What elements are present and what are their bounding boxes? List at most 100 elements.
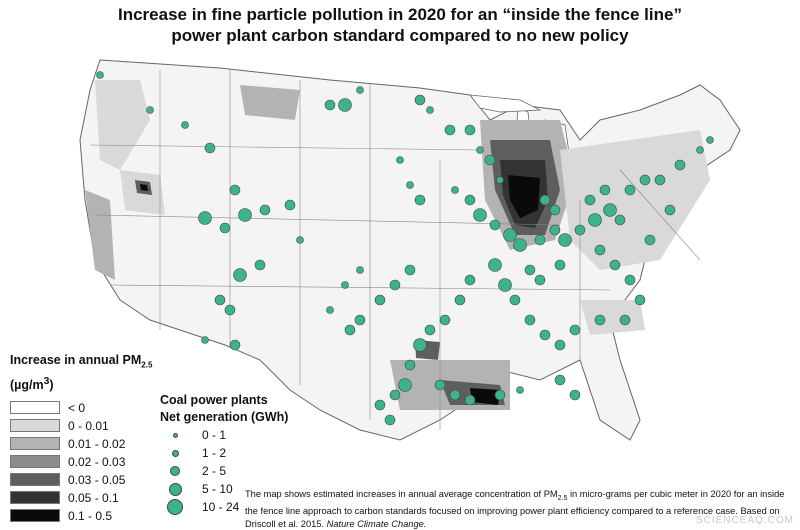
coal-plant-marker — [554, 259, 566, 271]
coal-plant-marker — [424, 324, 436, 336]
pm25-legend-label: 0.1 - 0.5 — [68, 508, 113, 523]
pm25-legend-label: 0.01 - 0.02 — [68, 436, 126, 451]
coal-legend-dot — [172, 432, 178, 438]
coal-plant-marker — [96, 71, 104, 79]
coal-plant-marker — [201, 336, 209, 344]
coal-legend-label: 0 - 1 — [202, 428, 227, 442]
coal-legend-label: 1 - 2 — [202, 446, 227, 460]
coal-legend-label: 5 - 10 — [202, 482, 233, 496]
coal-plant-marker — [344, 324, 356, 336]
coal-plant-marker — [624, 274, 636, 286]
title-line-2: power plant carbon standard compared to … — [171, 26, 629, 45]
coal-plant-marker — [516, 386, 524, 394]
pm25-legend-label: 0.05 - 0.1 — [68, 490, 119, 505]
coal-plant-marker — [539, 329, 551, 341]
coal-plant-marker — [449, 389, 461, 401]
watermark: SCIENCEAQ.COM — [695, 515, 794, 526]
coal-plant-marker — [296, 236, 304, 244]
coal-plant-marker — [146, 106, 154, 114]
coal-plant-marker — [198, 211, 212, 225]
map-caption: The map shows estimated increases in ann… — [245, 489, 785, 529]
coal-plant-marker — [639, 174, 651, 186]
coal-plant-marker — [473, 208, 487, 222]
coal-plant-marker — [338, 98, 352, 112]
coal-plant-marker — [539, 194, 551, 206]
coal-plant-marker — [374, 399, 386, 411]
coal-plant-marker — [326, 306, 334, 314]
lake-superior — [469, 94, 542, 113]
coal-plant-marker — [594, 244, 606, 256]
coal-plant-marker — [259, 204, 271, 216]
pm25-swatch — [10, 401, 60, 415]
coal-plant-marker — [584, 194, 596, 206]
coal-plant-marker — [406, 181, 414, 189]
coal-legend-classes: 0 - 1 1 - 2 2 - 5 5 - 10 10 - 24 — [160, 426, 288, 516]
coal-plant-marker — [554, 339, 566, 351]
pm25-legend-item: 0.1 - 0.5 — [10, 507, 152, 525]
coal-plant-marker — [389, 279, 401, 291]
coal-legend-dot — [168, 482, 182, 496]
coal-legend-item: 10 - 24 — [160, 498, 288, 516]
coal-plant-marker — [674, 159, 686, 171]
coal-plant-marker — [204, 142, 216, 154]
coal-plant-marker — [496, 176, 504, 184]
coal-plant-marker — [233, 268, 247, 282]
coal-plant-marker — [413, 338, 427, 352]
coal-plant-marker — [509, 294, 521, 306]
coal-plant-marker — [238, 208, 252, 222]
coal-plant-marker — [451, 186, 459, 194]
coal-legend-dot — [171, 449, 179, 457]
coal-plant-marker — [389, 389, 401, 401]
map-title: Increase in fine particle pollution in 2… — [0, 4, 800, 46]
coal-plant-marker — [464, 194, 476, 206]
pm25-legend-label: 0.02 - 0.03 — [68, 454, 126, 469]
pm25-legend-item: 0.01 - 0.02 — [10, 435, 152, 453]
coal-plant-marker — [654, 174, 666, 186]
coal-plant-marker — [569, 389, 581, 401]
coal-legend-item: 1 - 2 — [160, 444, 288, 462]
coal-plant-marker — [439, 314, 451, 326]
coal-plant-marker — [609, 259, 621, 271]
coal-plant-marker — [454, 294, 466, 306]
coal-plant-marker — [384, 414, 396, 426]
coal-legend-item: 0 - 1 — [160, 426, 288, 444]
coal-legend-heading: Coal power plants Net generation (GWh) — [160, 393, 289, 424]
pm25-shading — [85, 80, 710, 410]
coal-plant-marker — [634, 294, 646, 306]
coal-plant-marker — [426, 106, 434, 114]
coal-plant-marker — [614, 214, 626, 226]
pm25-legend-item: 0.05 - 0.1 — [10, 489, 152, 507]
coal-plant-marker — [574, 224, 586, 236]
coal-plant-marker — [488, 258, 502, 272]
coal-legend-dot — [170, 466, 180, 476]
coal-legend-dot — [167, 499, 183, 515]
coal-plant-marker — [356, 86, 364, 94]
coal-plant-marker — [414, 194, 426, 206]
coal-legend-item: 2 - 5 — [160, 462, 288, 480]
coal-plant-marker — [549, 204, 561, 216]
pm25-legend-item: < 0 — [10, 399, 152, 417]
coal-plant-marker — [414, 94, 426, 106]
pm25-legend-item: 0.03 - 0.05 — [10, 471, 152, 489]
coal-plant-marker — [619, 314, 631, 326]
pm25-swatch — [10, 437, 60, 451]
coal-plant-marker — [594, 314, 606, 326]
title-line-1: Increase in fine particle pollution in 2… — [118, 5, 682, 24]
coal-plant-marker — [254, 259, 266, 271]
coal-plant-marker — [588, 213, 602, 227]
coal-legend-label: 10 - 24 — [202, 500, 240, 514]
coal-plant-marker — [644, 234, 656, 246]
pm25-swatch — [10, 419, 60, 433]
coal-plant-marker — [549, 224, 561, 236]
coal-plant-marker — [444, 124, 456, 136]
coal-plant-marker — [464, 124, 476, 136]
coal-plant-marker — [696, 146, 704, 154]
coal-plant-marker — [554, 374, 566, 386]
coal-plant-marker — [558, 233, 572, 247]
coal-plant-marker — [664, 204, 676, 216]
coal-plant-marker — [181, 121, 189, 129]
coal-plant-marker — [374, 294, 386, 306]
coal-plant-marker — [434, 379, 446, 391]
coal-plant-marker — [489, 219, 501, 231]
